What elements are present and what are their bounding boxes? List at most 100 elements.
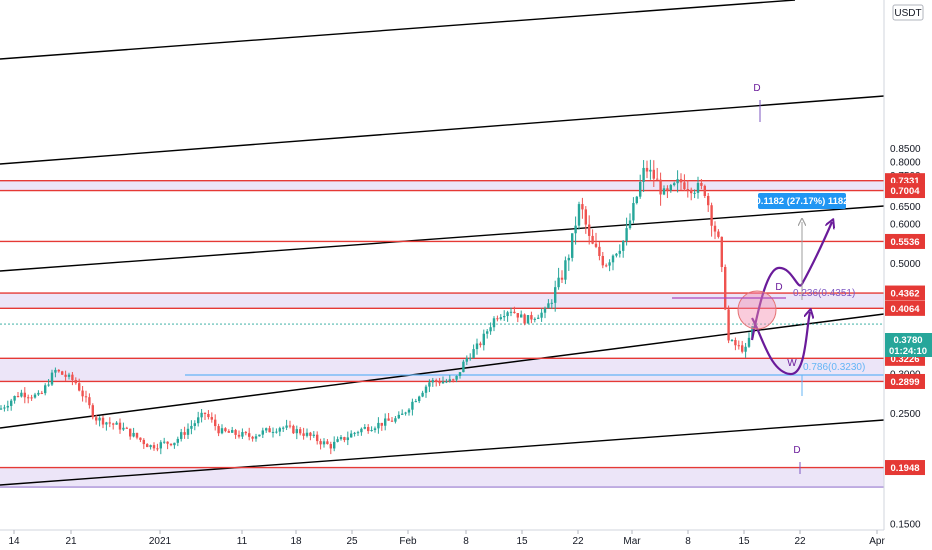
candle-body xyxy=(67,374,71,377)
candle-body xyxy=(64,374,67,377)
candle-body xyxy=(156,448,159,450)
candle xyxy=(258,434,261,437)
candle xyxy=(254,433,258,442)
candle-body xyxy=(673,183,676,186)
candle-body xyxy=(652,169,655,179)
candle xyxy=(54,367,57,378)
candle xyxy=(3,404,6,412)
candle-body xyxy=(693,192,696,194)
candle-body xyxy=(611,255,615,263)
candle xyxy=(356,430,360,437)
candle-body xyxy=(530,315,533,320)
candle-body xyxy=(27,397,30,399)
candle-body xyxy=(540,312,543,318)
candle-body xyxy=(244,432,247,434)
candle xyxy=(547,299,550,309)
projection-arrow-upper xyxy=(750,222,832,341)
candle-body xyxy=(724,266,727,310)
candle xyxy=(428,379,431,393)
candle xyxy=(118,418,122,434)
candle-body xyxy=(496,318,499,320)
candle-body xyxy=(183,432,186,435)
fib-label-786: 0.786(0.3230) xyxy=(803,362,865,373)
candle-body xyxy=(598,246,601,256)
candle-body xyxy=(520,314,523,318)
candle xyxy=(20,389,23,398)
measure-badge[interactable] xyxy=(758,193,846,209)
candle-body xyxy=(635,196,638,204)
candle-body xyxy=(190,425,193,429)
candle xyxy=(499,314,502,321)
candle xyxy=(98,416,101,427)
candle xyxy=(129,428,132,440)
candle-body xyxy=(285,425,288,428)
candle-body xyxy=(33,394,37,398)
candle xyxy=(540,308,543,322)
candle xyxy=(183,426,186,439)
candle xyxy=(71,372,74,386)
price-badge-label-6: 0.2899 xyxy=(890,377,919,388)
candle xyxy=(571,233,574,262)
candle xyxy=(217,423,220,437)
candle-body xyxy=(605,265,608,267)
candle-body xyxy=(462,361,465,373)
candle xyxy=(224,427,227,433)
current-price-badge[interactable] xyxy=(885,333,932,357)
time-tick-label: Feb xyxy=(399,536,417,547)
candle xyxy=(112,422,115,430)
currency-label: USDT xyxy=(894,8,921,19)
candle-body xyxy=(428,382,431,387)
candle xyxy=(645,160,649,179)
price-badge-label-3: 0.4362 xyxy=(890,289,919,300)
candle xyxy=(244,430,247,436)
time-axis[interactable]: 14 21 2021 11 18 25 Feb 8 15 22 Mar 8 15 22 Apr xyxy=(8,530,885,547)
candle xyxy=(16,391,20,398)
candle-body xyxy=(112,423,115,425)
candle-body xyxy=(282,427,285,429)
candle-body xyxy=(751,326,754,338)
candle xyxy=(407,408,411,416)
candle-body xyxy=(469,358,472,360)
price-tick-label: 0.6000 xyxy=(890,220,921,231)
candle xyxy=(295,425,298,440)
candle-body xyxy=(588,224,591,236)
candle-body xyxy=(384,418,387,426)
candle-body xyxy=(163,441,166,443)
candle xyxy=(135,432,139,440)
candle-body xyxy=(241,432,244,437)
candle xyxy=(30,394,33,401)
candle-body xyxy=(608,262,611,266)
candle-body xyxy=(414,401,417,403)
candle xyxy=(152,442,156,451)
candle-body xyxy=(275,431,278,433)
candle xyxy=(717,229,720,239)
candle-body xyxy=(438,381,441,384)
current-price-value: 0.3780 xyxy=(893,335,922,346)
candle xyxy=(373,426,377,433)
candle xyxy=(115,421,118,425)
currency-badge xyxy=(892,4,924,21)
candle xyxy=(108,417,111,428)
candle-body xyxy=(142,439,145,445)
pattern-label-d-top: D xyxy=(753,83,760,94)
candle xyxy=(333,436,336,452)
candle-body xyxy=(132,432,135,437)
candle-body xyxy=(224,428,227,432)
candle xyxy=(411,398,414,416)
price-badge-4 xyxy=(885,300,925,316)
candle xyxy=(387,413,390,421)
parallel-channel-lines xyxy=(0,0,885,486)
candle xyxy=(713,221,717,240)
candle xyxy=(601,251,604,269)
candle xyxy=(122,422,125,431)
candle xyxy=(424,384,428,398)
candle xyxy=(642,160,645,192)
candle-body xyxy=(707,195,710,206)
candle-body xyxy=(411,401,414,410)
candle-body xyxy=(74,379,77,384)
candle xyxy=(360,427,363,436)
candle-body xyxy=(6,405,9,408)
candle-body xyxy=(639,181,642,197)
candle-body xyxy=(394,418,397,422)
